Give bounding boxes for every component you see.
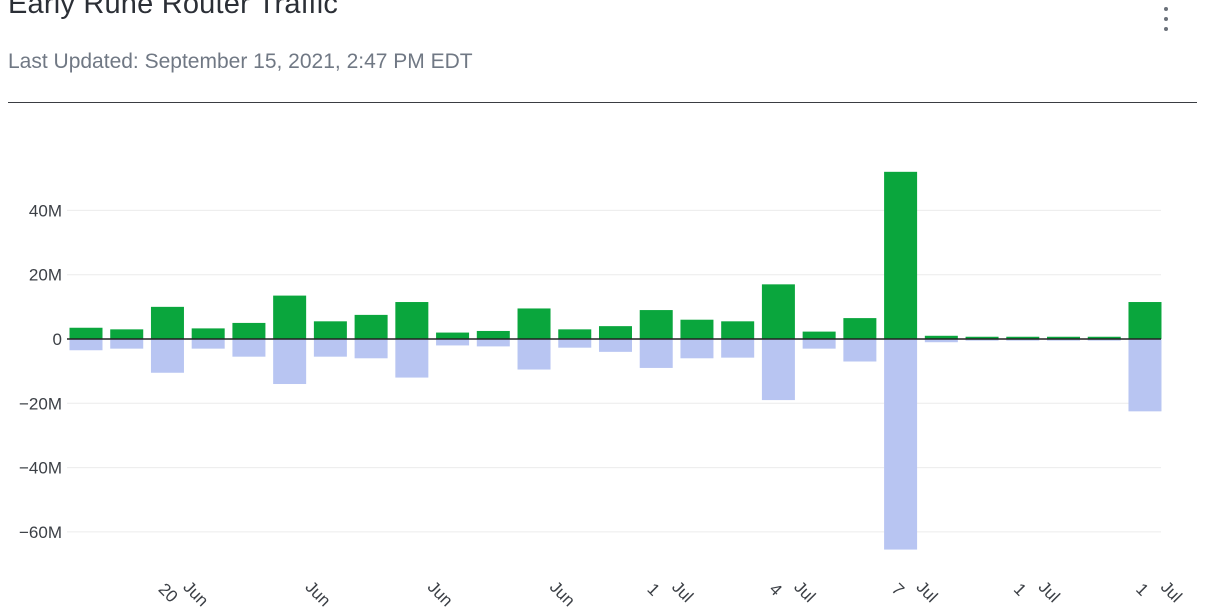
bar-inbound <box>517 308 551 339</box>
bar-inbound <box>802 331 836 339</box>
bar-outbound <box>517 339 551 370</box>
x-tick-label: Jun <box>546 577 579 610</box>
bar-outbound <box>965 339 999 341</box>
bar-outbound <box>1006 339 1040 341</box>
bar-inbound <box>843 318 877 339</box>
bar-inbound <box>1087 336 1121 339</box>
bar-inbound <box>598 326 632 339</box>
bar-inbound <box>476 330 510 339</box>
bar-outbound <box>598 339 632 352</box>
bar-outbound <box>436 339 470 346</box>
x-tick-label: Jun <box>424 577 457 610</box>
bar-outbound <box>802 339 836 349</box>
bar-outbound <box>150 339 184 373</box>
bar-outbound <box>639 339 673 368</box>
bar-inbound <box>761 284 795 339</box>
bar-outbound <box>69 339 103 351</box>
header-divider <box>8 102 1197 103</box>
bar-inbound <box>150 306 184 339</box>
y-tick-label: −60M <box>19 523 62 542</box>
bar-outbound <box>395 339 429 378</box>
bar-outbound <box>558 339 592 348</box>
bar-inbound <box>558 329 592 339</box>
bar-inbound <box>924 335 958 339</box>
bar-outbound <box>843 339 877 362</box>
bar-outbound <box>721 339 755 358</box>
bar-inbound <box>680 319 714 339</box>
y-tick-label: −20M <box>19 394 62 413</box>
bar-inbound <box>639 310 673 339</box>
bar-outbound <box>110 339 144 349</box>
bar-outbound <box>761 339 795 401</box>
bar-outbound <box>1087 339 1121 341</box>
x-tick-label: Jul1 <box>1132 566 1186 612</box>
bar-inbound <box>721 321 755 339</box>
bar-inbound <box>273 295 307 339</box>
bar-outbound <box>354 339 388 359</box>
bar-inbound <box>1047 336 1081 339</box>
bar-inbound <box>965 336 999 339</box>
bar-inbound <box>232 322 266 339</box>
y-tick-label: 40M <box>29 201 62 220</box>
x-tick-label: Jul4 <box>766 566 820 612</box>
bar-inbound <box>191 328 225 339</box>
chart-title: Early Rune Router Traffic <box>8 0 339 20</box>
bar-inbound <box>395 302 429 339</box>
bar-inbound <box>1128 302 1162 339</box>
bar-outbound <box>476 339 510 347</box>
bar-inbound <box>110 329 144 339</box>
bar-outbound <box>1128 339 1162 412</box>
bar-inbound <box>884 171 918 339</box>
bar-outbound <box>232 339 266 357</box>
bar-outbound <box>313 339 347 357</box>
x-tick-label: Jun <box>302 577 335 610</box>
last-updated-text: Last Updated: September 15, 2021, 2:47 P… <box>8 50 473 73</box>
bar-inbound <box>313 321 347 339</box>
bar-outbound <box>680 339 714 359</box>
x-tick-label: Jul1 <box>1010 566 1064 612</box>
y-tick-label: 0 <box>53 330 62 349</box>
bar-outbound <box>884 339 918 550</box>
bar-inbound <box>69 327 103 339</box>
bar-inbound <box>354 314 388 339</box>
x-tick-label: Jul1 <box>643 566 697 612</box>
bar-outbound <box>924 339 958 343</box>
more-options-button[interactable] <box>1150 2 1182 36</box>
bar-outbound <box>191 339 225 349</box>
x-tick-label: Jun20 <box>155 566 213 612</box>
bar-outbound <box>273 339 307 385</box>
y-tick-label: 20M <box>29 266 62 285</box>
bar-inbound <box>436 332 470 339</box>
bar-inbound <box>1006 336 1040 339</box>
y-tick-label: −40M <box>19 459 62 478</box>
x-tick-label: Jul7 <box>888 566 942 612</box>
bar-outbound <box>1047 339 1081 341</box>
